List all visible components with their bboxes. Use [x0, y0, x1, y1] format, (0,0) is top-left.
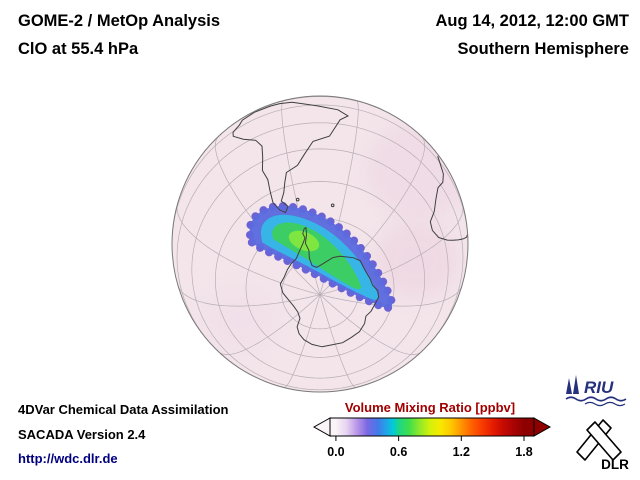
svg-text:1.2: 1.2	[453, 445, 470, 459]
riu-spire-icon	[566, 378, 572, 394]
colorbar: 0.0 0.6 1.2 1.8	[312, 417, 552, 459]
plot-datetime: Aug 14, 2012, 12:00 GMT	[435, 12, 630, 30]
plot-subtitle: ClO at 55.4 hPa	[18, 39, 139, 58]
footer-version-label: SACADA Version 2.4	[18, 426, 146, 442]
dlr-logo-text: DLR	[601, 457, 629, 471]
riu-logo-text: RIU	[584, 378, 614, 397]
riu-wave-icon	[565, 396, 627, 402]
plot-title: GOME-2 / MetOp Analysis	[18, 12, 221, 30]
plot-hemisphere: Southern Hemisphere	[457, 39, 629, 58]
dlr-wings-icon	[576, 419, 622, 461]
footer-assimilation-label: 4DVar Chemical Data Assimilation	[18, 402, 229, 417]
riu-spire-icon	[573, 375, 579, 394]
riu-logo: RIU	[563, 374, 631, 412]
header-right: Aug 14, 2012, 12:00 GMT Southern Hemisph…	[436, 13, 630, 57]
footer-url-link[interactable]: http://wdc.dlr.de	[18, 451, 118, 466]
header-left: GOME-2 / MetOp Analysis ClO at 55.4 hPa	[18, 13, 220, 57]
footer-block: 4DVar Chemical Data Assimilation SACADA …	[18, 403, 229, 477]
svg-text:1.8: 1.8	[515, 445, 532, 459]
riu-wave-icon	[584, 401, 626, 407]
svg-text:0.6: 0.6	[390, 445, 407, 459]
hemisphere-map	[171, 95, 469, 393]
dlr-logo: DLR	[572, 407, 634, 476]
colorbar-title: Volume Mixing Ratio [ppbv]	[344, 400, 516, 415]
svg-text:0.0: 0.0	[327, 445, 344, 459]
